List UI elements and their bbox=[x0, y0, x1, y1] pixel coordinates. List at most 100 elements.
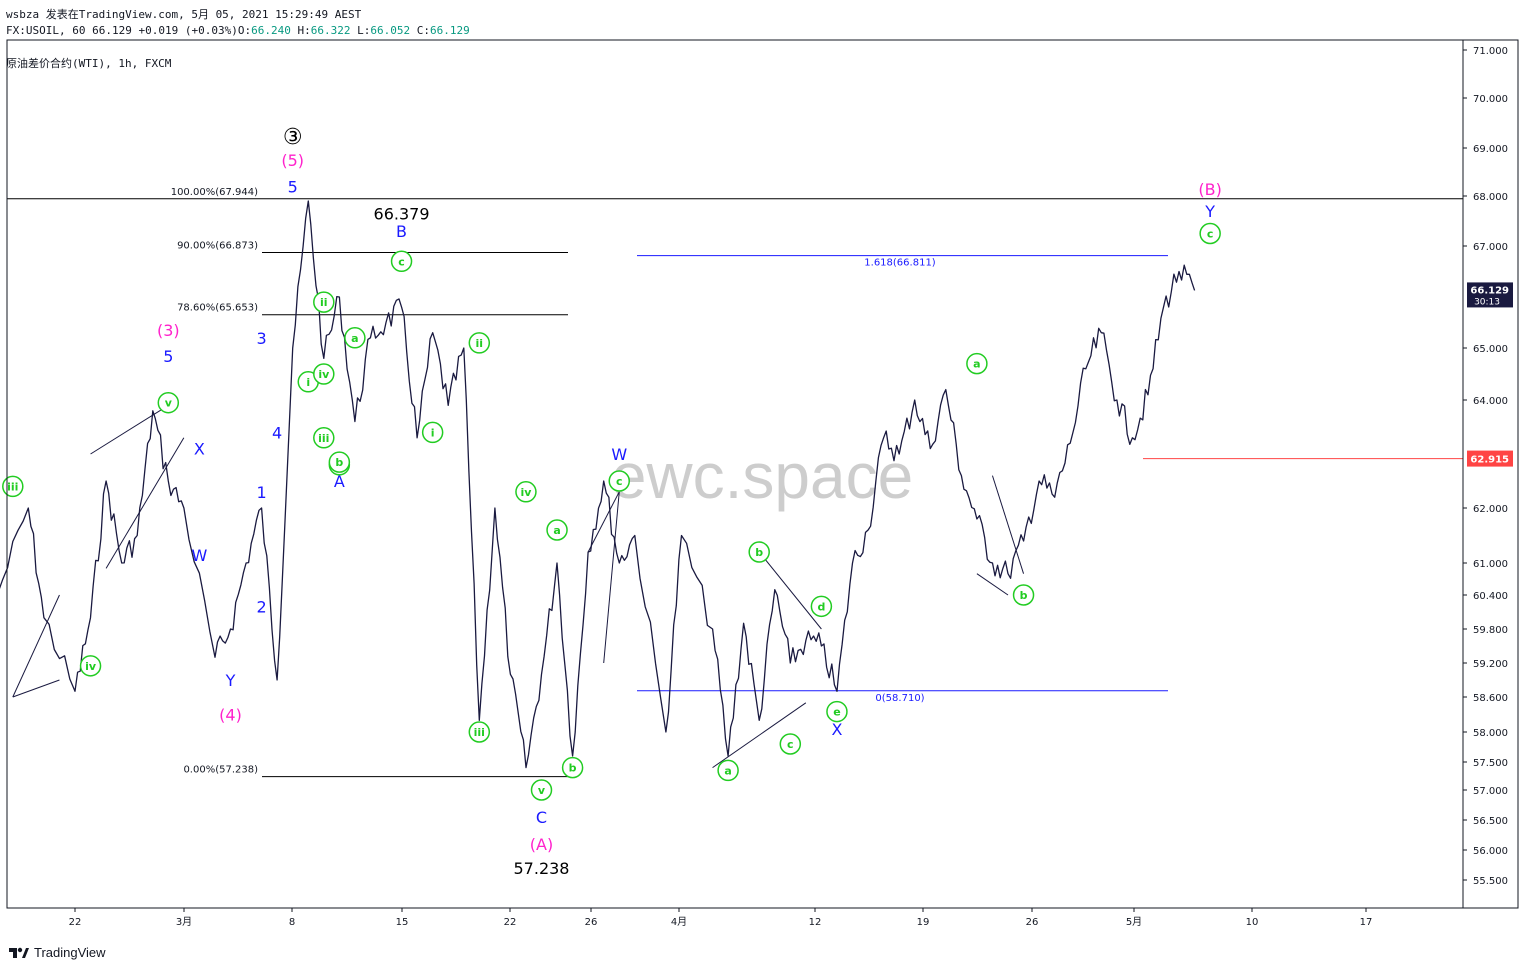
wave-label-circle[interactable]: a bbox=[546, 519, 568, 541]
wave-label[interactable]: ③ bbox=[283, 125, 303, 150]
wave-label-text: e bbox=[833, 706, 840, 719]
wave-label-circle[interactable]: iv bbox=[515, 481, 537, 503]
wave-label-circle[interactable]: a bbox=[717, 759, 739, 782]
wave-label[interactable]: W bbox=[611, 445, 627, 464]
x-tick-label: 3月 bbox=[176, 916, 192, 928]
wave-label[interactable]: 1 bbox=[257, 483, 267, 502]
wave-label-ring bbox=[810, 595, 833, 618]
y-tick-label: 69.000 bbox=[1473, 144, 1508, 155]
plot-frame bbox=[6, 39, 1519, 909]
wave-channel-line[interactable] bbox=[12, 679, 60, 698]
wave-channel-line[interactable] bbox=[976, 573, 1009, 596]
wave-channel-line[interactable] bbox=[991, 475, 1025, 574]
wave-label-circle[interactable]: e bbox=[826, 700, 848, 723]
wave-label[interactable]: A bbox=[334, 472, 345, 491]
last-price: 66.129 bbox=[92, 24, 132, 37]
wave-label-text: b bbox=[755, 546, 763, 559]
symbol-label: FX:USOIL, 60 bbox=[6, 24, 86, 37]
wave-label-circle[interactable]: ii bbox=[313, 291, 335, 313]
y-tick-label: 56.500 bbox=[1473, 816, 1508, 827]
wave-label-circle[interactable]: iii bbox=[313, 427, 335, 449]
chart-title: 原油差价合约(WTI), 1h, FXCM bbox=[6, 55, 171, 71]
low-value: 66.052 bbox=[370, 24, 411, 37]
wave-label-ring bbox=[515, 481, 537, 503]
wave-label-circle[interactable]: b bbox=[328, 451, 351, 473]
chart-header-publish-line: wsbza 发表在TradingView.com, 5月 05, 2021 15… bbox=[6, 6, 361, 22]
wave-label-circle[interactable]: b bbox=[561, 756, 584, 779]
wave-label-ring bbox=[608, 470, 630, 492]
x-tick-label: 15 bbox=[396, 917, 409, 928]
wave-label[interactable]: 66.379 bbox=[374, 205, 430, 224]
wave-label-text: i bbox=[306, 376, 310, 389]
wave-label[interactable]: (3) bbox=[157, 321, 180, 340]
wave-label[interactable]: 57.238 bbox=[514, 859, 570, 878]
wave-label-circle[interactable]: b bbox=[1012, 584, 1035, 606]
wave-label[interactable]: (4) bbox=[219, 706, 242, 725]
wave-label[interactable]: 4 bbox=[272, 423, 282, 442]
wave-label-circle[interactable]: b bbox=[748, 541, 770, 563]
wave-label-circle[interactable]: c bbox=[390, 250, 413, 273]
wave-label-text: b bbox=[569, 762, 577, 775]
wave-label[interactable]: Y bbox=[225, 671, 236, 690]
y-tick-label: 59.800 bbox=[1473, 625, 1508, 636]
wave-label-circle[interactable]: iii bbox=[468, 721, 491, 743]
open-value: 66.240 bbox=[251, 24, 291, 37]
tradingview-logo-icon bbox=[9, 947, 29, 958]
wave-label-ring bbox=[748, 541, 770, 563]
wave-label[interactable]: 3 bbox=[257, 329, 267, 348]
wave-label-text: iv bbox=[520, 486, 532, 499]
wave-channel-line[interactable] bbox=[587, 491, 620, 553]
wave-label-circle[interactable]: i bbox=[421, 421, 444, 444]
wave-label-ring bbox=[966, 352, 988, 375]
wave-label-circle[interactable]: iv bbox=[79, 655, 102, 677]
wave-channel-line[interactable] bbox=[90, 404, 169, 455]
wave-label-ring bbox=[313, 427, 335, 449]
wave-label-text: a bbox=[351, 332, 358, 345]
wave-label-ring bbox=[313, 291, 335, 313]
wave-label-circle[interactable]: a bbox=[344, 327, 366, 349]
wave-channel-line[interactable] bbox=[758, 551, 822, 630]
wave-label-circle[interactable]: a bbox=[966, 352, 988, 375]
wave-label[interactable]: (5) bbox=[281, 151, 304, 170]
wave-channel-line[interactable] bbox=[712, 702, 807, 769]
wave-label[interactable]: 5 bbox=[288, 177, 298, 196]
wave-label-circle[interactable]: v bbox=[530, 779, 553, 801]
wave-label-text: iii bbox=[7, 480, 18, 493]
wave-label[interactable]: B bbox=[396, 222, 407, 241]
wave-channel-line[interactable] bbox=[105, 437, 185, 569]
wave-label[interactable]: 2 bbox=[257, 597, 267, 616]
wave-label[interactable]: X bbox=[831, 720, 842, 739]
current-price-text: 66.129 bbox=[1470, 285, 1509, 296]
price-series-line[interactable] bbox=[0, 200, 1196, 769]
wave-label-circle[interactable]: c bbox=[1199, 222, 1221, 245]
y-tick-label: 62.000 bbox=[1473, 504, 1508, 515]
wave-label-ring bbox=[826, 700, 848, 723]
wave-label-ring bbox=[1012, 584, 1035, 606]
wave-label-text: ii bbox=[476, 337, 484, 350]
wave-label-circle[interactable]: iv bbox=[313, 363, 335, 385]
high-value: 66.322 bbox=[310, 24, 351, 37]
wave-label-circle[interactable]: c bbox=[779, 733, 802, 755]
wave-label-circle[interactable]: ii bbox=[468, 332, 491, 354]
wave-label-text: v bbox=[538, 784, 546, 797]
wave-label-circle[interactable]: v bbox=[157, 391, 180, 414]
x-tick-label: 4月 bbox=[671, 916, 687, 928]
wave-label-circle[interactable]: c bbox=[608, 470, 630, 492]
wave-label-circle[interactable]: d bbox=[810, 595, 833, 618]
wave-label[interactable]: 5 bbox=[163, 347, 173, 366]
wave-channel-line[interactable] bbox=[12, 594, 60, 698]
wave-label[interactable]: X bbox=[194, 440, 205, 459]
wave-label-circle[interactable]: iii bbox=[2, 475, 24, 498]
wave-label[interactable]: Y bbox=[1204, 202, 1215, 221]
wave-label-text: c bbox=[787, 738, 794, 751]
wave-label[interactable]: W bbox=[191, 546, 207, 565]
wave-label[interactable]: (B) bbox=[1198, 180, 1221, 199]
wave-channel-line[interactable] bbox=[603, 491, 620, 664]
wave-label[interactable]: (A) bbox=[530, 835, 553, 854]
wave-label-ring bbox=[468, 721, 491, 743]
x-tick-label: 12 bbox=[809, 917, 822, 928]
wave-label-text: i bbox=[431, 426, 435, 439]
fib-extension-label: 0(58.710) bbox=[875, 693, 924, 704]
wave-label[interactable]: C bbox=[536, 808, 547, 827]
